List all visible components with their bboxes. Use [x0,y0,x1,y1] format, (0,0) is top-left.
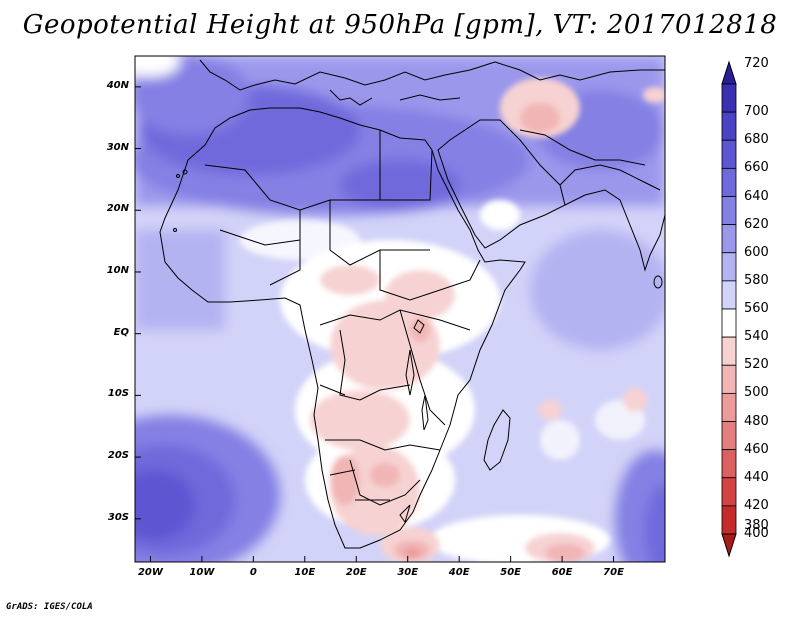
colorbar-segment [721,111,737,141]
colorbar-segment [721,83,737,113]
colorbar-label: 660 [744,160,769,176]
colorbar-segment [721,364,737,394]
colorbar-label: 720 [744,56,769,71]
colorbar-top-arrow [721,60,737,85]
colorbar [721,60,737,558]
footer-credit: GrADS: IGES/COLA [6,602,93,612]
lon-tick-label: 0 [249,567,257,578]
colorbar-segment [721,196,737,226]
axis-ticks [135,86,615,562]
colorbar-label: 560 [744,301,769,316]
lat-tick-label: 20S [107,450,129,462]
coastlines [159,59,665,549]
colorbar-segment [721,308,737,338]
lat-tick-label: 10S [107,388,129,400]
colorbar-bottom-arrow [721,533,737,558]
lat-tick-label: EQ [113,326,129,338]
lon-tick-label: 10W [189,567,215,578]
colorbar-segment [721,167,737,197]
colorbar-label: 620 [744,216,769,232]
colorbar-label: 680 [744,132,769,148]
colorbar-label: 400 [744,526,769,541]
colorbar-label: 640 [744,188,769,204]
colorbar-segment [721,139,737,169]
colorbar-segment [721,421,737,451]
colorbar-segment [721,280,737,310]
colorbar-segment [721,392,737,422]
colorbar-label: 700 [744,104,769,120]
colorbar-label: 520 [744,357,769,373]
lon-tick-label: 20E [345,567,367,578]
lat-tick-label: 30S [107,511,129,523]
chart-title: Geopotential Height at 950hPa [gpm], VT:… [22,10,778,40]
lat-tick-label: 10N [106,264,129,276]
colorbar-segment [721,252,737,282]
lon-tick-label: 50E [500,567,521,578]
colorbar-label: 440 [744,469,769,485]
lon-tick-label: 20W [137,567,163,578]
colorbar-label: 600 [744,244,769,260]
colorbar-segment [721,449,737,479]
colorbar-label: 460 [744,441,769,457]
colorbar-label: 540 [744,329,769,345]
lat-tick-label: 30N [106,141,129,153]
colorbar-segment [721,336,737,366]
map-frame [134,55,666,563]
lon-tick-label: 70E [603,567,624,578]
colorbar-segment [721,224,737,254]
colorbar-segment [721,505,737,535]
colorbar-segment [721,477,737,507]
colorbar-label: 500 [744,385,769,401]
colorbar-label: 580 [744,272,769,288]
lon-tick-label: 30E [397,567,419,578]
lat-tick-label: 20N [106,203,129,215]
lon-tick-label: 10E [294,567,316,578]
colorbar-label: 380 [744,518,769,533]
lon-tick-label: 40E [448,567,470,578]
lat-tick-label: 40N [106,79,129,91]
lon-tick-label: 60E [551,567,573,578]
height-field [135,56,665,562]
colorbar-label: 480 [744,413,769,429]
colorbar-label: 420 [744,497,769,513]
